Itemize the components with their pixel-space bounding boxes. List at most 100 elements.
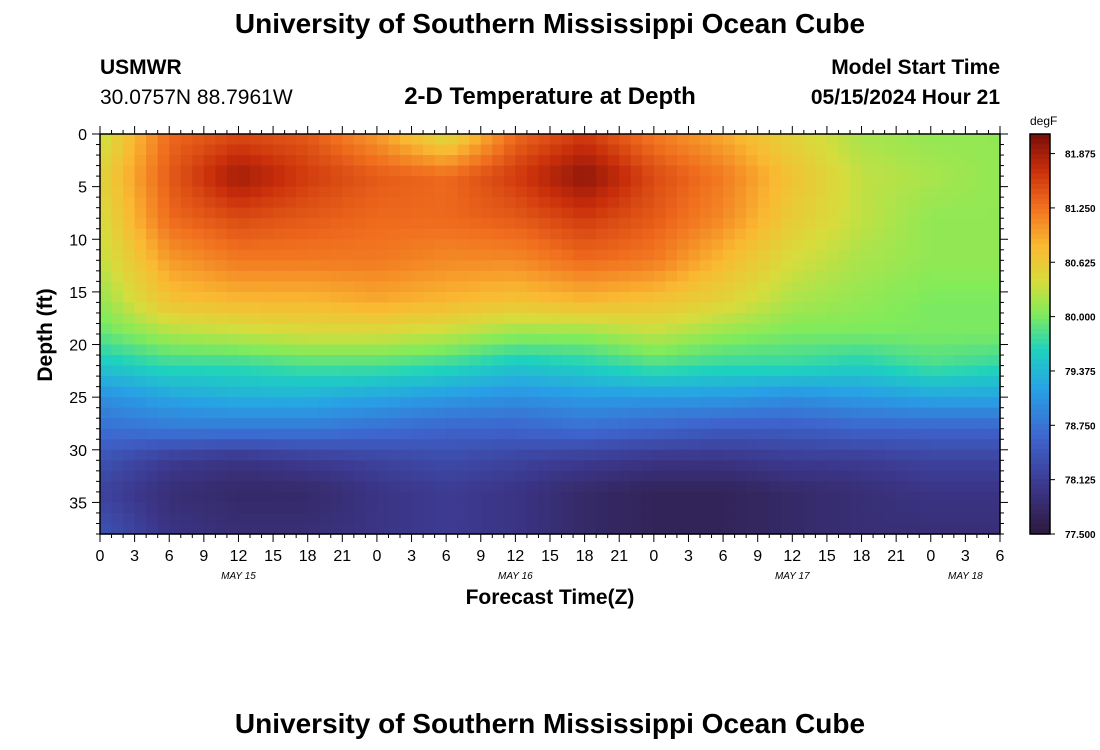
- heatmap-cell: [757, 418, 770, 430]
- heatmap-cell: [180, 407, 193, 419]
- colorbar-tick-label: 80.625: [1065, 258, 1096, 269]
- colorbar-segment: [1030, 254, 1050, 260]
- heatmap-cell: [492, 502, 505, 514]
- heatmap-cell: [826, 512, 840, 525]
- heatmap-cell: [526, 418, 540, 430]
- heatmap-cell: [953, 186, 966, 198]
- heatmap-cell: [988, 502, 1001, 514]
- heatmap-cell: [746, 165, 759, 177]
- heatmap-cell: [353, 512, 366, 525]
- colorbar-segment: [1030, 434, 1050, 440]
- heatmap-cell: [596, 523, 609, 535]
- heatmap-cell: [111, 218, 124, 230]
- heatmap-cell: [388, 449, 401, 461]
- heatmap-cell: [942, 291, 955, 304]
- heatmap-cell: [803, 228, 816, 240]
- heatmap-cell: [411, 418, 424, 430]
- heatmap-cell: [376, 407, 390, 419]
- heatmap-cell: [434, 334, 447, 346]
- heatmap-cell: [769, 397, 782, 409]
- heatmap-cell: [503, 334, 516, 346]
- heatmap-cell: [988, 239, 1001, 251]
- heatmap-cell: [273, 428, 286, 440]
- heatmap-cell: [469, 228, 482, 240]
- heatmap-cell: [100, 260, 113, 272]
- heatmap-cell: [284, 302, 297, 314]
- heatmap-cell: [988, 197, 1001, 209]
- heatmap-cell: [584, 197, 597, 209]
- heatmap-cell: [861, 197, 874, 209]
- heatmap-cell: [653, 365, 666, 377]
- heatmap-cell: [238, 334, 251, 346]
- heatmap-cell: [192, 449, 205, 461]
- heatmap-cell: [550, 512, 563, 525]
- heatmap-cell: [688, 176, 701, 188]
- heatmap-cell: [780, 481, 793, 493]
- heatmap-cell: [261, 249, 274, 261]
- heatmap-cell: [215, 186, 228, 198]
- heatmap-cell: [734, 291, 747, 304]
- heatmap-cell: [642, 176, 655, 188]
- heatmap-cell: [850, 376, 863, 388]
- heatmap-cell: [307, 165, 320, 177]
- heatmap-cell: [826, 502, 840, 514]
- heatmap-cell: [930, 365, 943, 377]
- heatmap-cell: [134, 460, 147, 472]
- heatmap-cell: [561, 344, 574, 356]
- heatmap-cell: [515, 407, 528, 419]
- heatmap-cell: [226, 460, 240, 472]
- heatmap-cell: [711, 260, 724, 272]
- heatmap-cell: [757, 376, 770, 388]
- heatmap-cell: [273, 260, 286, 272]
- heatmap-cell: [884, 281, 897, 293]
- heatmap-cell: [850, 218, 863, 230]
- heatmap-cell: [503, 228, 516, 240]
- heatmap-cell: [676, 376, 690, 388]
- heatmap-cell: [434, 144, 447, 156]
- heatmap-cell: [953, 144, 966, 156]
- heatmap-cell: [769, 249, 782, 261]
- heatmap-cell: [238, 523, 251, 535]
- heatmap-cell: [884, 312, 897, 325]
- heatmap-cell: [665, 365, 678, 377]
- heatmap-cell: [353, 218, 366, 230]
- heatmap-cell: [376, 449, 390, 461]
- heatmap-cell: [446, 407, 459, 419]
- colorbar-segment: [1030, 469, 1050, 475]
- heatmap-cell: [273, 312, 286, 325]
- x-tick-label: 21: [333, 548, 351, 565]
- heatmap-cell: [550, 449, 563, 461]
- heatmap-cell: [930, 165, 943, 177]
- heatmap-cell: [976, 291, 990, 304]
- heatmap-cell: [492, 134, 505, 146]
- heatmap-cell: [169, 186, 182, 198]
- heatmap-cell: [930, 355, 943, 367]
- heatmap-cell: [907, 407, 920, 419]
- heatmap-cell: [815, 302, 828, 314]
- heatmap-cell: [134, 481, 147, 493]
- heatmap-cell: [457, 439, 470, 451]
- heatmap-cell: [434, 491, 447, 504]
- heatmap-cell: [930, 218, 943, 230]
- heatmap-cell: [238, 165, 251, 177]
- heatmap-cell: [376, 228, 390, 240]
- heatmap-cell: [746, 249, 759, 261]
- colorbar-segment: [1030, 164, 1050, 170]
- heatmap-cell: [111, 460, 124, 472]
- heatmap-cell: [676, 239, 690, 251]
- heatmap-cell: [296, 176, 309, 188]
- heatmap-cell: [619, 418, 632, 430]
- heatmap-cell: [642, 523, 655, 535]
- heatmap-cell: [492, 165, 505, 177]
- heatmap-cell: [930, 449, 943, 461]
- heatmap-cell: [596, 512, 609, 525]
- heatmap-cell: [446, 418, 459, 430]
- heatmap-cell: [446, 470, 459, 482]
- heatmap-cell: [192, 270, 205, 282]
- heatmap-cell: [688, 512, 701, 525]
- heatmap-cell: [792, 334, 805, 346]
- heatmap-cell: [250, 481, 263, 493]
- heatmap-cell: [100, 323, 113, 335]
- heatmap-cell: [353, 302, 366, 314]
- heatmap-cell: [965, 470, 978, 482]
